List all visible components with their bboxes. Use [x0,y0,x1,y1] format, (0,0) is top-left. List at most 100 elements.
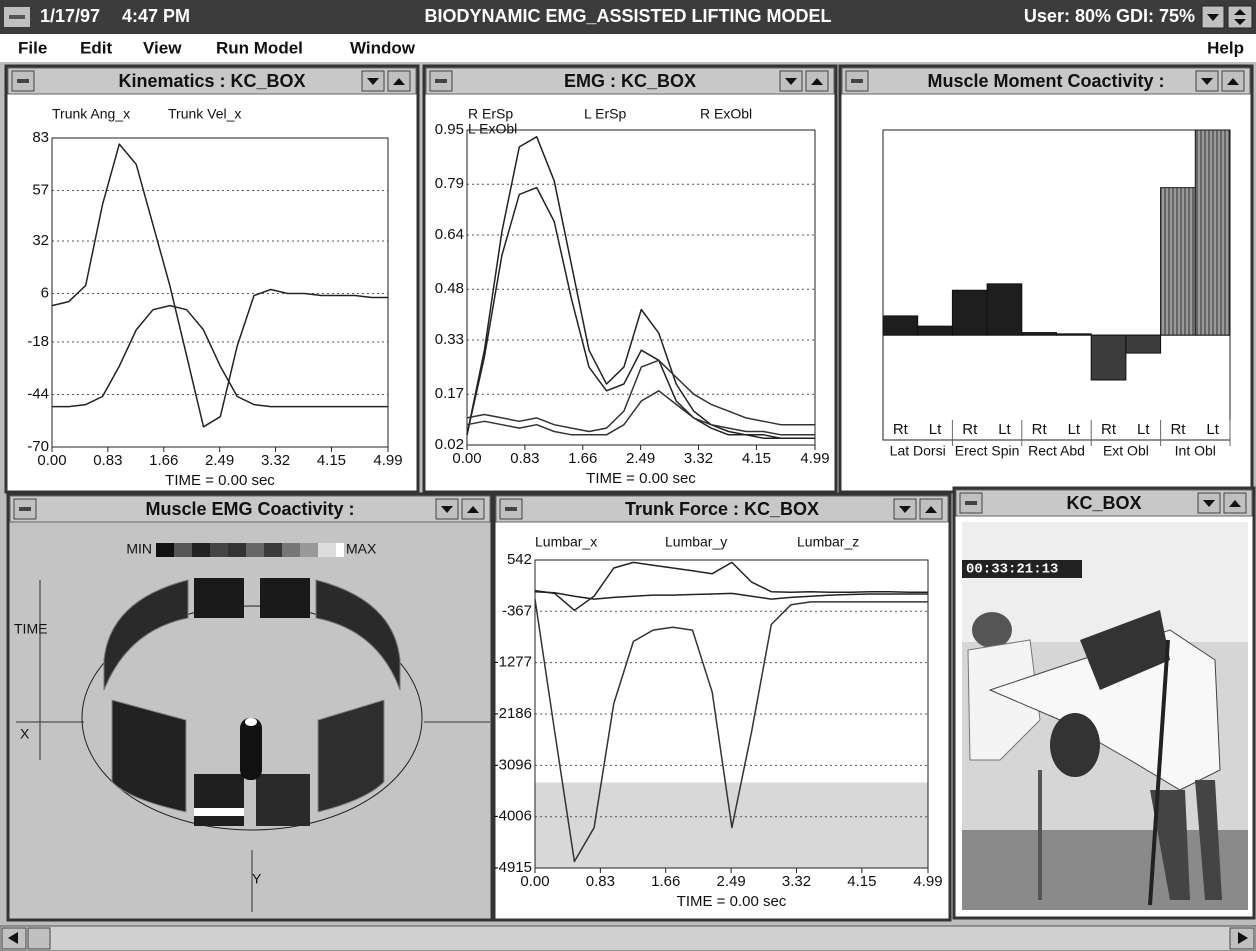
ring-segment [256,774,310,826]
bar [1057,334,1092,335]
x-tick-label: 2.49 [626,450,655,467]
bar-label: Lt [929,421,942,438]
x-axis-label: TIME = 0.00 sec [677,893,787,910]
icon [851,79,863,83]
bar-label: Rt [962,421,978,438]
menu-item[interactable]: View [143,38,182,57]
window-title: Muscle EMG Coactivity : [145,499,354,519]
legend-entry: Lumbar_x [535,534,597,550]
x-tick-label: 0.83 [510,450,539,467]
y-tick-label: 83 [32,129,49,146]
y-tick-label: 542 [507,551,532,568]
bar-label: Rt [1032,421,1048,438]
y-tick-label: 32 [32,232,49,249]
group-label: Ext Obl [1103,443,1149,459]
bar [1195,130,1230,335]
window-title: Muscle Moment Coactivity : [927,71,1164,91]
axis-label: Y [252,871,262,887]
scroll-thumb[interactable] [28,928,50,949]
group-label: Erect Spin [955,443,1020,459]
x-tick-label: 2.49 [205,452,234,469]
y-tick-label: 6 [41,284,49,301]
bar [1091,335,1126,380]
page: {"title_bar":{"date":"1/17/97","time":"4… [0,0,1256,951]
ring-segment [194,774,244,826]
x-tick-label: 1.66 [651,873,680,890]
x-tick-label: 2.49 [717,873,746,890]
x-tick-label: 4.99 [373,452,402,469]
x-tick-label: 0.00 [452,450,481,467]
bar-label: Lt [998,421,1011,438]
x-tick-label: 3.32 [261,452,290,469]
menu-item[interactable]: Run Model [216,38,303,57]
center-column [240,718,262,780]
legend-entry: Trunk Vel_x [168,106,241,122]
x-tick-label: 0.83 [586,873,615,890]
ring-segment [260,578,310,618]
app-title: BIODYNAMIC EMG_ASSISTED LIFTING MODEL [424,6,831,26]
menu-item[interactable]: Edit [80,38,112,57]
scrollbar[interactable] [0,926,1256,951]
icon [17,79,29,83]
x-tick-label: 4.15 [847,873,876,890]
ring-segment [194,578,244,618]
screen: 1/17/97 4:47 PM BIODYNAMIC EMG_ASSISTED … [0,0,1256,951]
legend-entry: L ExObl [468,121,517,137]
group-label: Rect Abd [1028,443,1085,459]
bar [1126,335,1161,353]
y-tick-label: 0.95 [435,121,464,138]
window [6,66,418,492]
legend-entry: Lumbar_z [797,534,859,550]
bar [883,316,918,335]
y-tick-label: 0.64 [435,226,464,243]
x-tick-label: 4.15 [317,452,346,469]
menu-item[interactable]: Window [350,38,416,57]
person [972,612,1012,648]
x-tick-label: 0.83 [93,452,122,469]
icon [965,501,977,505]
x-tick-label: 1.66 [149,452,178,469]
bar-label: Lt [1206,421,1219,438]
y-tick-label: 0.33 [435,331,464,348]
y-tick-label: 0.79 [435,175,464,192]
bar [1161,188,1196,335]
axis-label: X [20,726,30,742]
date: 1/17/97 [40,6,100,26]
status: User: 80% GDI: 75% [1024,6,1195,26]
x-tick-label: 4.15 [742,450,771,467]
icon [435,79,447,83]
window-title: Trunk Force : KC_BOX [625,499,819,519]
icon [505,507,517,511]
y-tick-label: 57 [32,181,49,198]
menu-bar [0,34,1256,62]
legend-entry: R ExObl [700,106,752,122]
legend-max: MAX [346,541,377,557]
timecode: 00:33:21:13 [966,562,1058,578]
x-tick-label: 3.32 [684,450,713,467]
y-tick-label: -18 [27,333,49,350]
x-axis-label: TIME = 0.00 sec [586,470,696,487]
y-tick-label: -44 [27,385,49,402]
ring-segment [194,808,244,816]
coactivity-diagram: MIN MAX TIME X Y [14,524,490,916]
x-tick-label: 0.00 [37,452,66,469]
window-title: Kinematics : KC_BOX [118,71,305,91]
y-tick-label: -2186 [494,705,532,722]
time: 4:47 PM [122,6,190,26]
center-top [245,718,257,726]
x-tick-label: 4.99 [800,450,829,467]
icon [9,15,25,19]
y-tick-label: -4006 [494,808,532,825]
axis-label: TIME [14,621,47,637]
legend-entry: Trunk Ang_x [52,106,130,122]
menu-item[interactable]: Help [1207,38,1244,57]
bar [918,326,953,335]
y-tick-label: -367 [502,602,532,619]
window-title: EMG : KC_BOX [564,71,696,91]
menu-item[interactable]: File [18,38,47,57]
box [1050,713,1100,777]
bar-label: Rt [893,421,909,438]
icon [19,507,31,511]
bar-label: Rt [1170,421,1186,438]
bar [1022,333,1057,336]
